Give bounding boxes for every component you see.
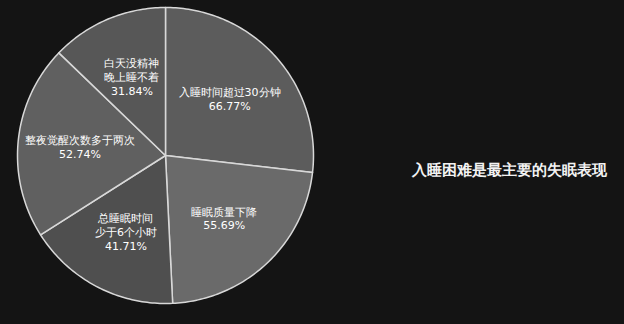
svg-text:入睡时间超过30分钟66.77%: 入睡时间超过30分钟66.77% (179, 86, 281, 113)
svg-text:整夜觉醒次数多于两次52.74%: 整夜觉醒次数多于两次52.74% (25, 134, 135, 161)
svg-text:总睡眠时间少于6个小时41.71%: 总睡眠时间少于6个小时41.71% (95, 212, 157, 253)
svg-text:白天没精神晚上睡不着31.84%: 白天没精神晚上睡不着31.84% (104, 57, 159, 98)
svg-text:入睡困难是最主要的失眠表现: 入睡困难是最主要的失眠表现 (411, 161, 608, 179)
svg-text:睡眠质量下降55.69%: 睡眠质量下降55.69% (191, 206, 257, 233)
